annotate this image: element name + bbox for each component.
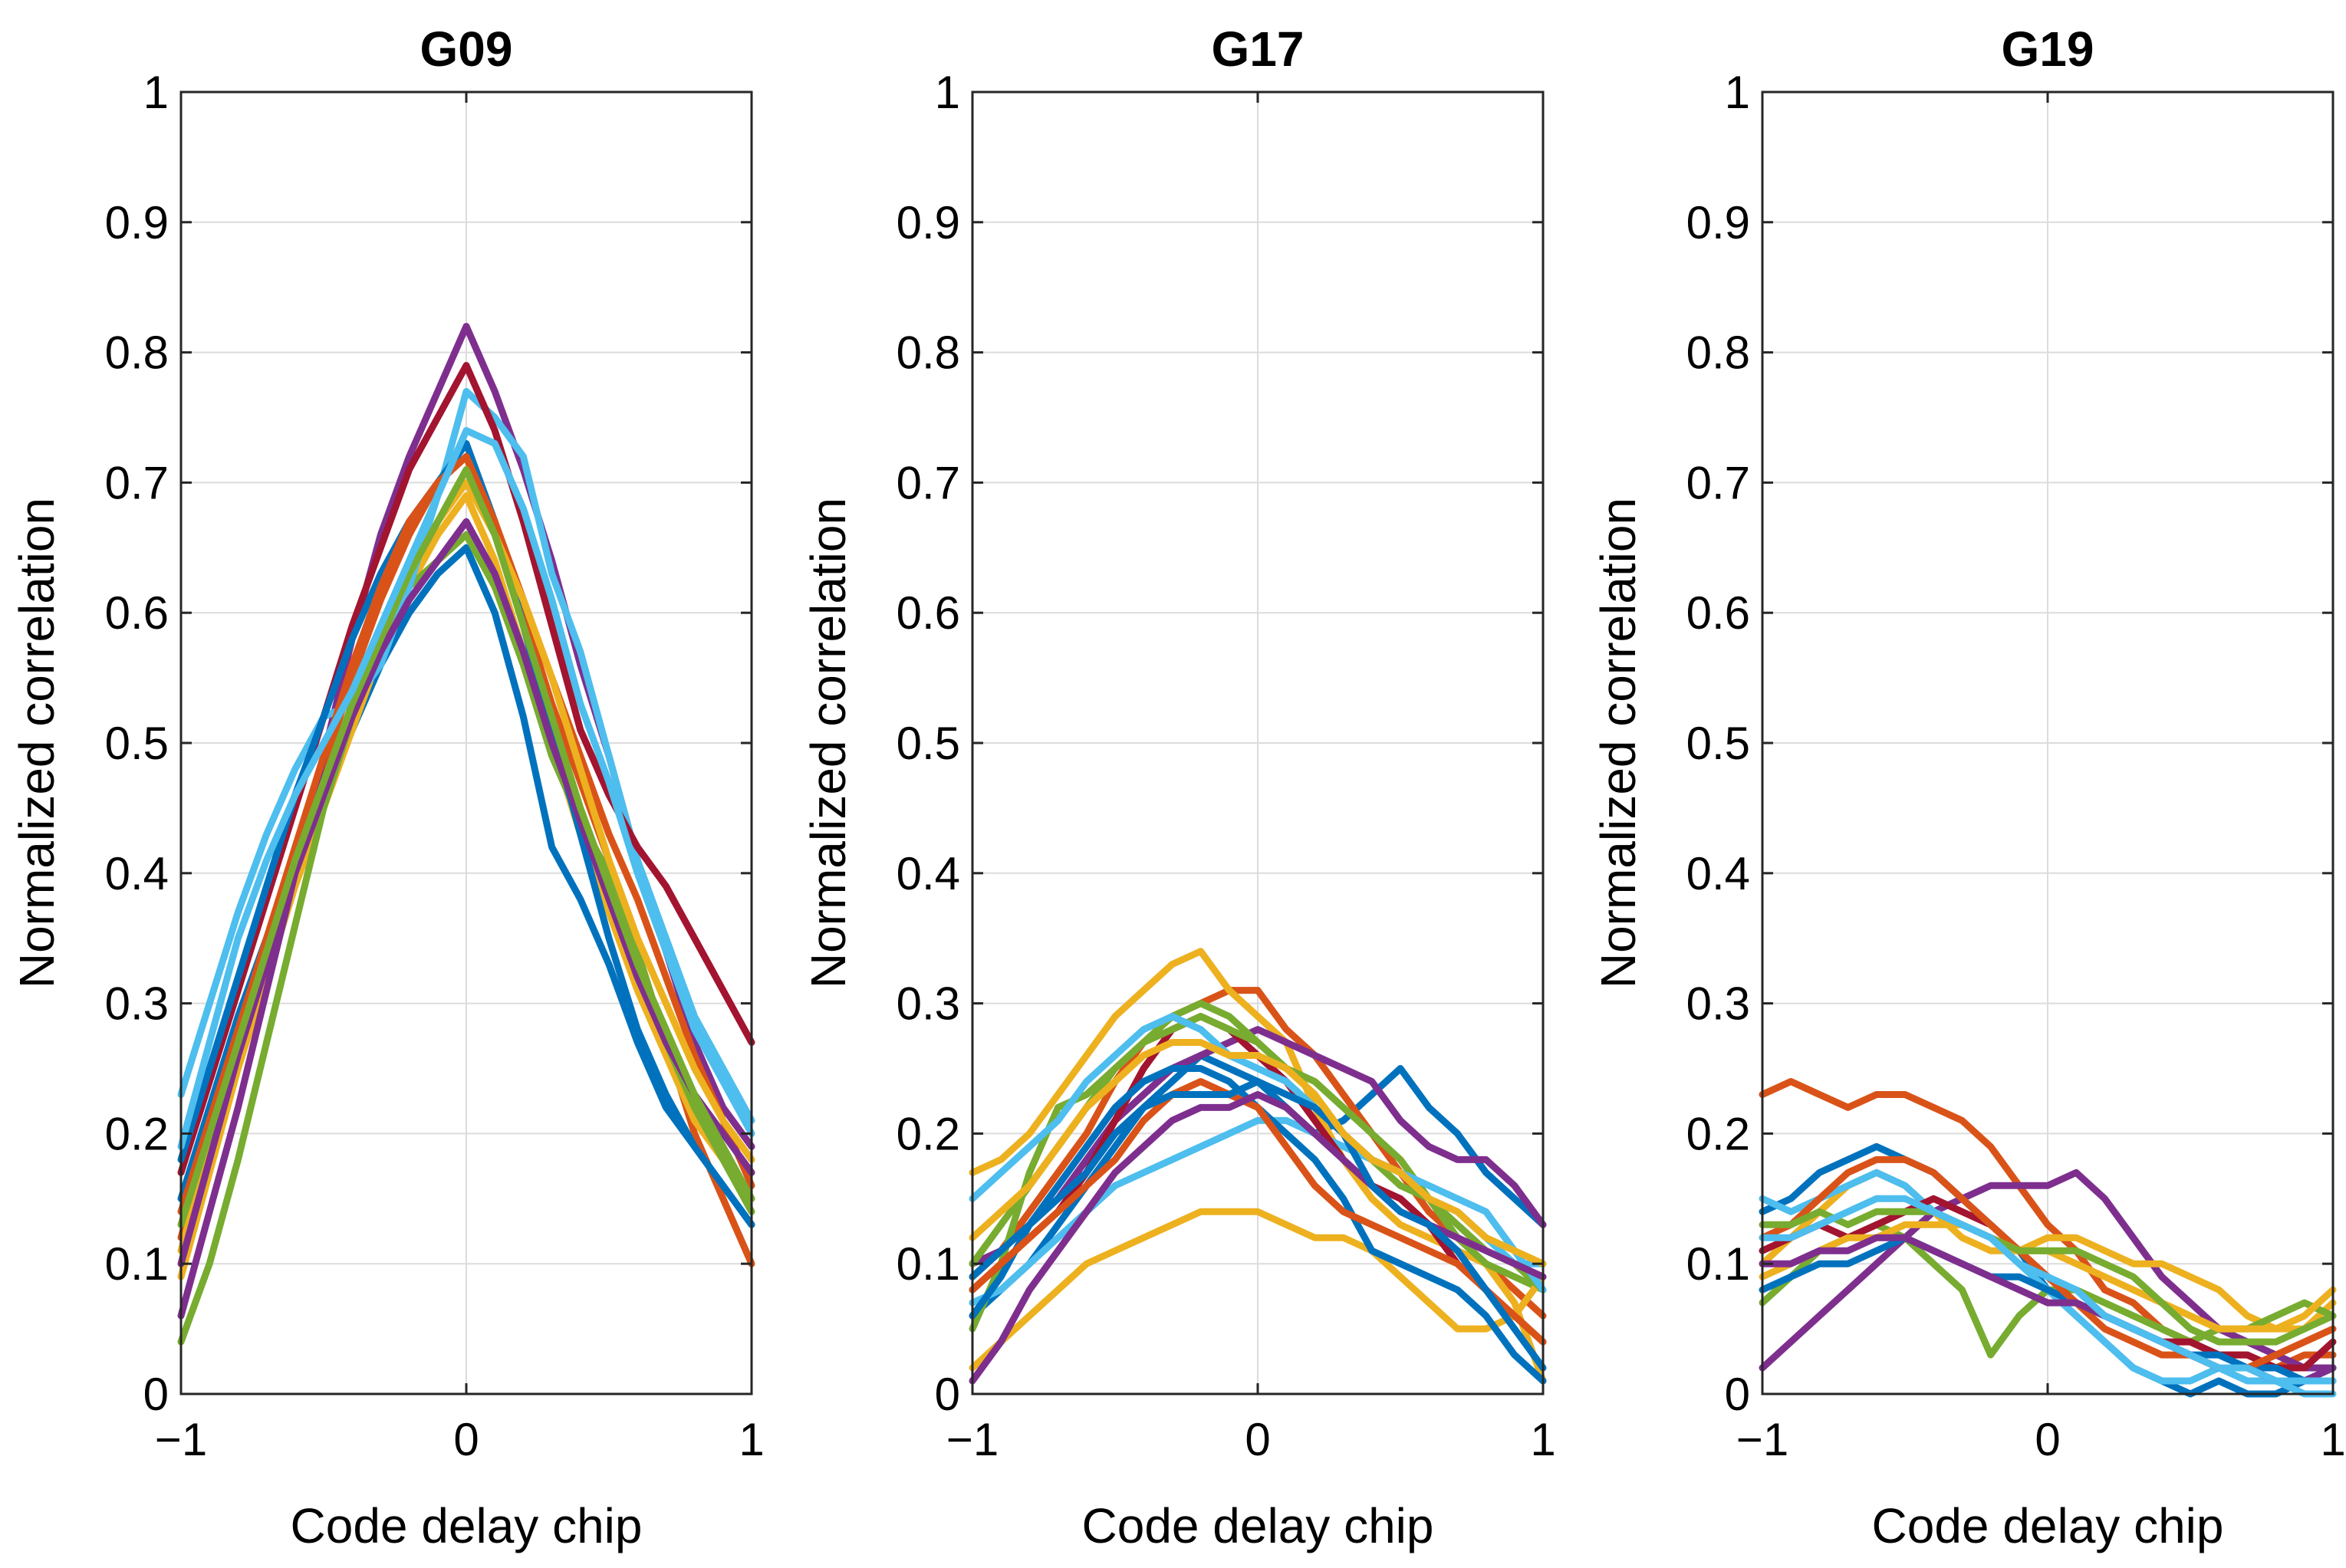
y-tick-label: 0.7 bbox=[897, 457, 960, 508]
panel-1: 00.10.20.30.40.50.60.70.80.91−1 0 1G09Code… bbox=[9, 21, 765, 1553]
y-tick-label: 0.8 bbox=[897, 327, 960, 379]
series-line-s7 bbox=[177, 362, 755, 1176]
y-tick-label: 0.3 bbox=[105, 978, 169, 1030]
y-tick-label: 0.1 bbox=[105, 1238, 169, 1290]
y-tick-label: 0.2 bbox=[1686, 1108, 1750, 1159]
series-line-s8 bbox=[177, 440, 755, 1228]
y-tick-label: 0.4 bbox=[897, 848, 960, 899]
y-tick-label: 0.4 bbox=[105, 848, 169, 899]
y-tick-label: 0.2 bbox=[105, 1108, 169, 1159]
x-tick-label: 1 bbox=[739, 1414, 764, 1465]
y-tick-label: 0.7 bbox=[1686, 457, 1750, 508]
y-tick-label: 0.9 bbox=[1686, 197, 1750, 248]
y-tick-label: 0.8 bbox=[105, 327, 169, 379]
series-line-s13 bbox=[1759, 1195, 2337, 1385]
x-tick-label: −1 bbox=[946, 1414, 999, 1465]
y-tick-label: 0.5 bbox=[105, 718, 169, 769]
x-tick-label: 1 bbox=[1530, 1414, 1555, 1465]
y-tick-label: 0.3 bbox=[1686, 978, 1750, 1030]
series-line-s3 bbox=[1759, 1169, 2337, 1372]
y-tick-label: 0.9 bbox=[105, 197, 169, 248]
y-tick-label: 0.6 bbox=[105, 587, 169, 639]
y-tick-label: 1 bbox=[143, 67, 169, 118]
y-tick-label: 0.5 bbox=[1686, 718, 1750, 769]
y-tick-label: 0 bbox=[935, 1369, 960, 1420]
series-line-s12 bbox=[177, 465, 755, 1228]
x-tick-label: 1 bbox=[2320, 1414, 2345, 1465]
x-axis-label: Code delay chip bbox=[291, 1498, 643, 1553]
y-tick-label: 0 bbox=[1725, 1369, 1750, 1420]
series-line-s10 bbox=[969, 1078, 1547, 1346]
series-line-s8 bbox=[969, 1208, 1547, 1372]
y-axis-label: Normalized correlation bbox=[9, 498, 64, 988]
panel-title: G17 bbox=[1212, 21, 1305, 77]
y-tick-label: 0.6 bbox=[897, 587, 960, 639]
x-axis-label: Code delay chip bbox=[1082, 1498, 1434, 1553]
y-tick-label: 1 bbox=[935, 67, 960, 118]
series-line-s12 bbox=[969, 1013, 1547, 1294]
series-line-s11 bbox=[177, 518, 755, 1267]
series-line-s13 bbox=[177, 427, 755, 1150]
x-axis-label: Code delay chip bbox=[1872, 1498, 2224, 1553]
panel-2: 00.10.20.30.40.50.60.70.80.91−1 0 1G17Code… bbox=[801, 21, 1556, 1553]
y-tick-label: 0.1 bbox=[897, 1238, 960, 1290]
series-line-s14 bbox=[969, 1078, 1547, 1372]
series-line-s15 bbox=[969, 1039, 1547, 1267]
y-tick-label: 0.7 bbox=[105, 457, 169, 508]
y-axis-label: Normalized correlation bbox=[1591, 498, 1646, 988]
y-tick-label: 0.3 bbox=[897, 978, 960, 1030]
series-line-s13 bbox=[969, 1091, 1547, 1385]
y-axis-label: Normalized correlation bbox=[801, 498, 856, 988]
x-tick-label: 0 bbox=[453, 1414, 479, 1465]
series-line-s9 bbox=[177, 452, 755, 1215]
panel-title: G09 bbox=[420, 21, 513, 77]
panel-title: G19 bbox=[2002, 21, 2094, 77]
x-tick-label: −1 bbox=[1736, 1414, 1788, 1465]
series-line-s12 bbox=[1759, 1208, 2337, 1346]
series-line-s8 bbox=[1759, 1234, 2337, 1385]
y-tick-label: 0.2 bbox=[897, 1108, 960, 1159]
y-tick-label: 0.5 bbox=[897, 718, 960, 769]
x-tick-label: −1 bbox=[155, 1414, 207, 1465]
x-tick-label: 0 bbox=[2035, 1414, 2060, 1465]
y-tick-label: 0.4 bbox=[1686, 848, 1750, 899]
y-tick-label: 0 bbox=[143, 1369, 169, 1420]
x-tick-label: 0 bbox=[1245, 1414, 1270, 1465]
y-tick-label: 0.8 bbox=[1686, 327, 1750, 379]
y-tick-label: 1 bbox=[1725, 67, 1750, 118]
series-line-s6 bbox=[177, 388, 755, 1124]
y-tick-label: 0.9 bbox=[897, 197, 960, 248]
y-tick-label: 0.6 bbox=[1686, 587, 1750, 639]
y-tick-label: 0.1 bbox=[1686, 1238, 1750, 1290]
panel-3: 00.10.20.30.40.50.60.70.80.91−1 0 1G19Code… bbox=[1591, 21, 2346, 1553]
